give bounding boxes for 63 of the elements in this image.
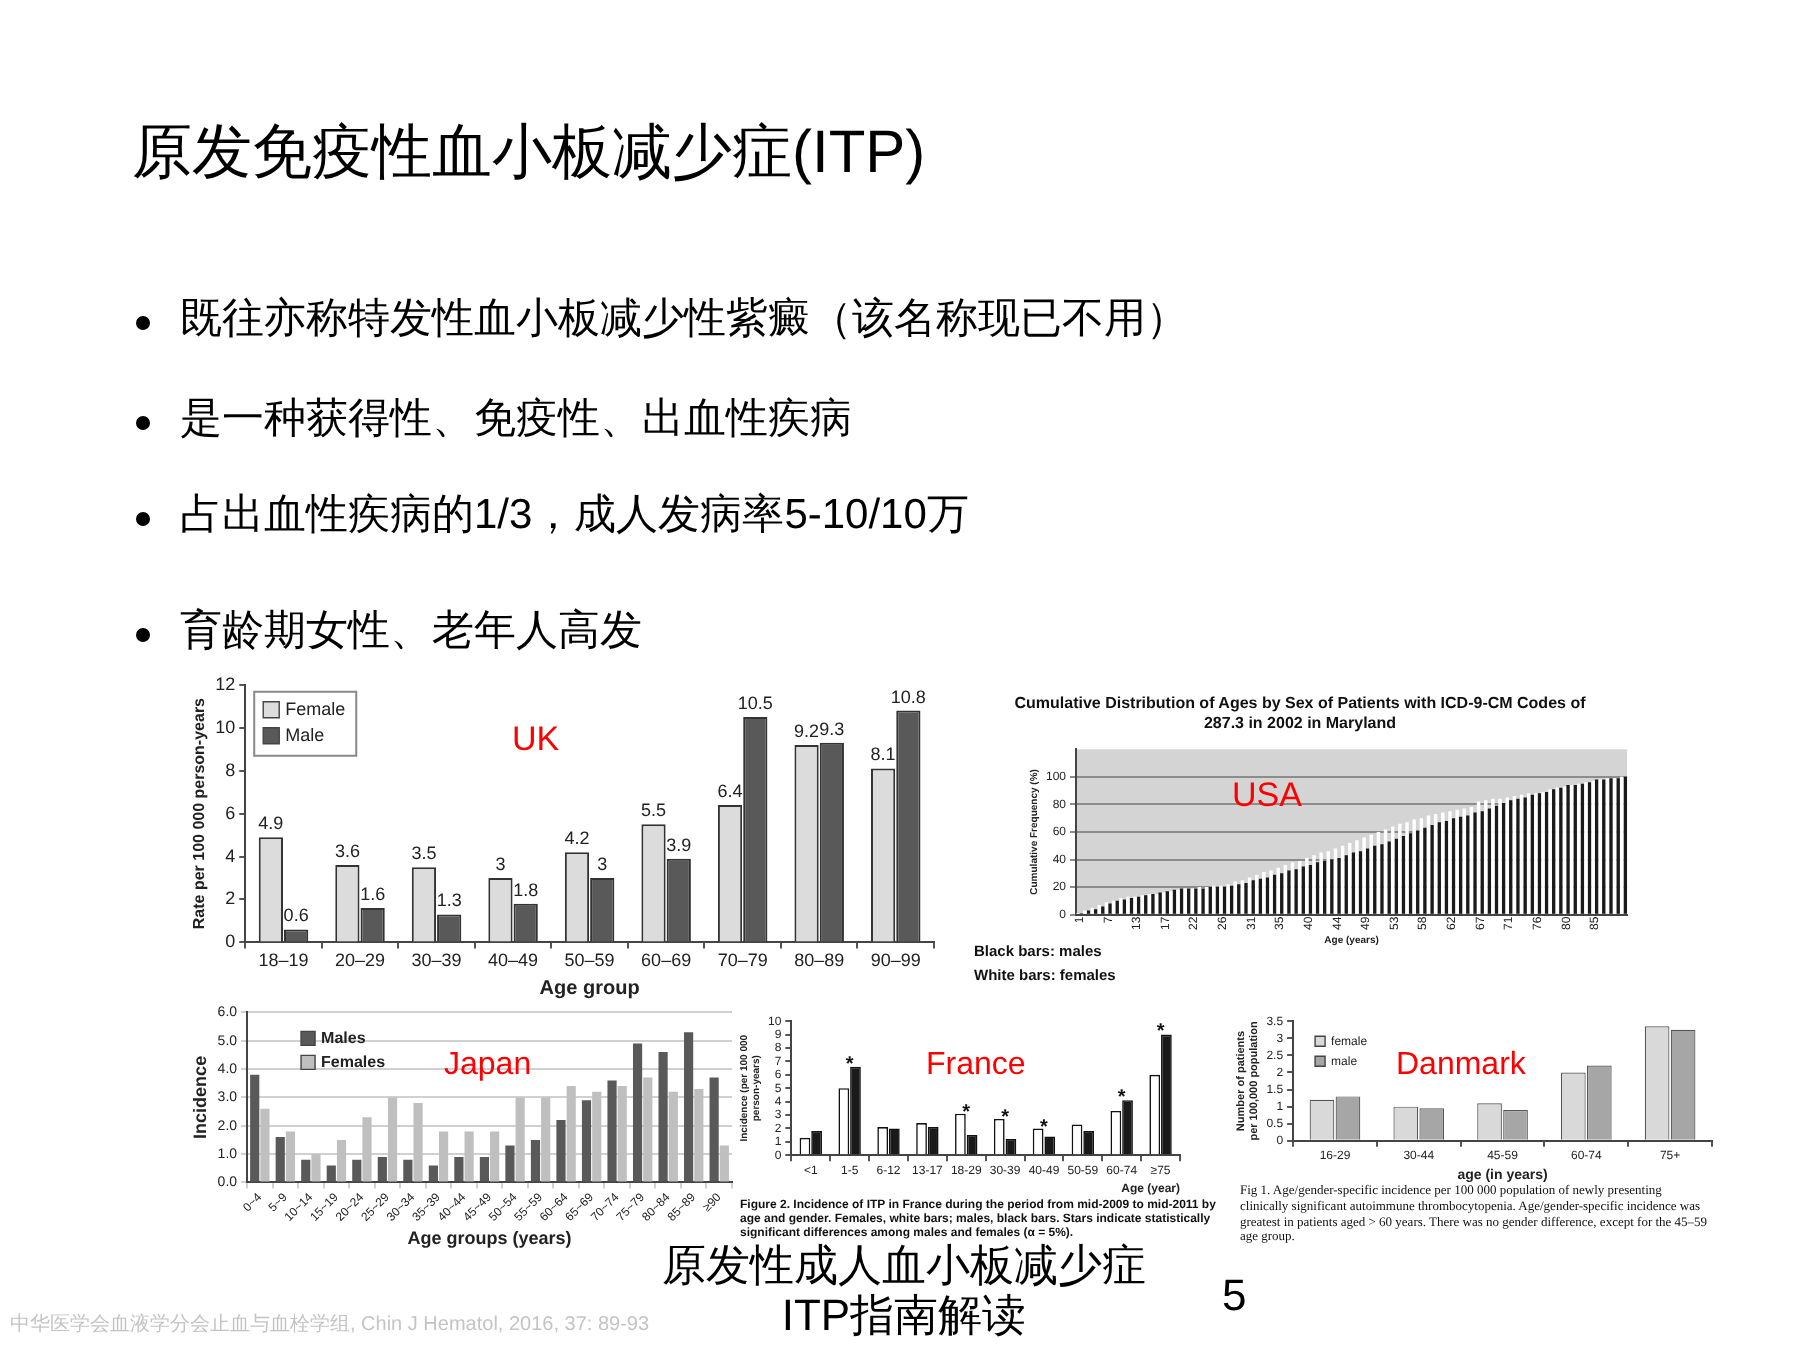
data-label: 4.2 [564, 828, 590, 849]
x-tick-label: 60–69 [641, 950, 692, 971]
data-label: 9.3 [819, 718, 845, 739]
annotation: * [1001, 1107, 1010, 1130]
y-tick-label: 2 [225, 888, 236, 909]
text: ITP指南解读 [781, 1290, 1027, 1341]
x-tick-label: 30–39 [411, 950, 462, 971]
legend-label: Female [285, 698, 346, 719]
annotation: UK [512, 720, 560, 760]
y-axis-title: Incidence [189, 1055, 210, 1139]
data-label: 3.5 [411, 843, 437, 864]
data-label: 3.6 [334, 841, 360, 862]
data-label: 8.1 [870, 744, 896, 765]
text: 原发免疫性血小板减少症(ITP) [132, 120, 926, 189]
data-label: 5.5 [641, 800, 667, 821]
annotation: Danmark [1396, 1048, 1526, 1085]
data-label: 1.3 [436, 890, 462, 911]
legend-label: Male [285, 724, 325, 745]
data-label: 10.8 [890, 686, 926, 707]
legend-label: Males [321, 1028, 367, 1047]
data-label: 3.9 [666, 834, 692, 855]
text: 既往亦称特发性血小板减少性紫癜（该名称现已不用） [180, 296, 1188, 345]
data-label: 1.6 [360, 884, 386, 905]
data-label: 3 [597, 853, 608, 874]
data-label: 4.9 [258, 813, 284, 834]
data-label: 0.6 [283, 905, 309, 926]
y-tick-label: 6 [225, 802, 236, 823]
text: 育龄期女性、老年人高发 [180, 608, 642, 657]
data-label: 6.4 [717, 780, 743, 801]
text: 原发性成人血小板减少症 [662, 1240, 1146, 1291]
data-label: 9.2 [794, 720, 820, 741]
x-tick-label: 90–99 [870, 950, 921, 971]
text: 占出血性疾病的1/3，成人发病率5-10/10万 [180, 492, 969, 541]
data-label: 3 [495, 853, 506, 874]
annotation: France [926, 1048, 1026, 1085]
annotation: * [845, 1053, 854, 1076]
y-tick-label: 0 [225, 931, 236, 952]
text: 5 [1222, 1270, 1247, 1321]
text: 中华医学会血液学分会止血与血栓学组, Chin J Hematol, 2016, 37: 89-93 [10, 1314, 650, 1337]
x-tick-label: 70–79 [717, 950, 768, 971]
y-axis-title: Rate per 100 000 person-years [190, 696, 209, 930]
y-tick-label: 10 [215, 716, 236, 737]
annotation: * [1040, 1116, 1049, 1139]
x-tick-label: 20–29 [334, 950, 386, 971]
data-label: 1.8 [513, 879, 539, 900]
annotation: * [1156, 1021, 1165, 1044]
x-tick-label: 40–49 [488, 950, 539, 971]
legend-label: Females [321, 1052, 387, 1071]
y-tick-label: 4 [225, 845, 236, 866]
annotation: * [1117, 1087, 1126, 1110]
chart-title: Cumulative Distribution of Ages by Sex of Patients with ICD-9-CM Codes of 287.3 in 2002 in Maryland [1012, 694, 1588, 733]
text: 是一种获得性、免疫性、出血性疾病 [180, 396, 852, 445]
x-tick-label: 18–19 [258, 950, 309, 971]
annotation: * [962, 1101, 971, 1124]
data-label: 10.5 [737, 692, 773, 713]
annotation: USA [1232, 776, 1302, 816]
x-tick-label: 80–89 [794, 950, 845, 971]
x-axis-title: Age groups (years) [407, 1228, 572, 1249]
x-tick-label: 50–59 [564, 950, 615, 971]
annotation: Japan [444, 1048, 532, 1085]
x-axis-title: Age group [539, 977, 640, 1000]
y-tick-label: 12 [215, 673, 236, 694]
y-tick-label: 8 [225, 759, 236, 780]
